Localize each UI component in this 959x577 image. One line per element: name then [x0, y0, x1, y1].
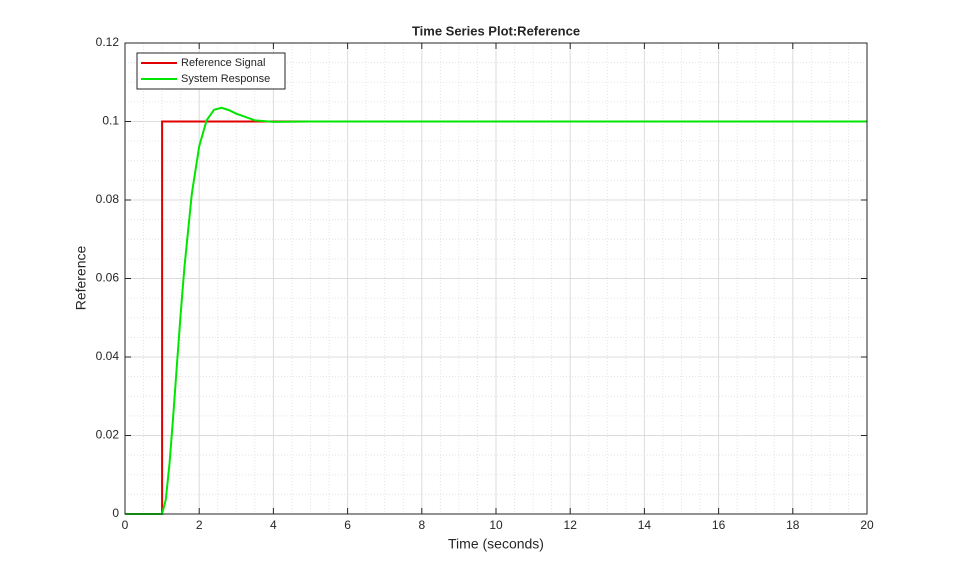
x-tick-label: 10: [489, 518, 503, 532]
y-tick-label: 0.12: [96, 35, 120, 49]
line-series: [125, 106, 867, 515]
x-axis-label: Time (seconds): [448, 536, 544, 552]
y-tick-label: 0.08: [96, 192, 120, 206]
x-tick-label: 2: [196, 518, 203, 532]
y-tick-label: 0.1: [102, 114, 119, 128]
x-tick-label: 8: [418, 518, 425, 532]
x-tick-label: 18: [786, 518, 800, 532]
chart-title: Time Series Plot:Reference: [412, 23, 580, 38]
y-tick-label: 0.04: [96, 349, 120, 363]
x-tick-label: 20: [860, 518, 874, 532]
x-tick-label: 0: [122, 518, 129, 532]
y-tick-label: 0.06: [96, 271, 120, 285]
x-tick-label: 4: [270, 518, 277, 532]
legend-box: [136, 52, 286, 90]
y-axis-label: Reference: [73, 245, 89, 310]
x-tick-label: 16: [712, 518, 726, 532]
x-tick-label: 12: [564, 518, 578, 532]
x-tick-label: 14: [638, 518, 652, 532]
y-tick-label: 0: [112, 506, 119, 520]
legend: Reference Signal System Response: [136, 52, 286, 90]
plot-frame: [124, 42, 868, 515]
legend-label: System Response: [181, 73, 270, 85]
y-tick-label: 0.02: [96, 428, 120, 442]
x-tick-label: 6: [344, 518, 351, 532]
legend-label: Reference Signal: [181, 57, 265, 69]
